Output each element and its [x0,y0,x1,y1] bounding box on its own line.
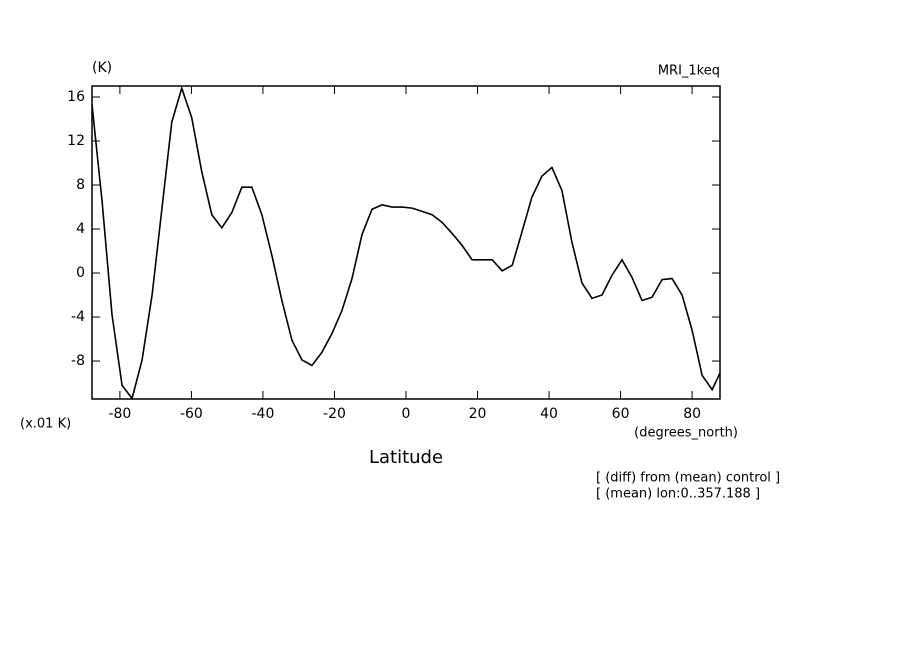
x-tick-label: 0 [402,406,411,422]
x-tick-label: 20 [469,406,487,422]
y-tick-label: 8 [76,177,85,193]
plot-frame [91,85,721,400]
x-tick-label: -40 [252,406,275,422]
x-unit-label: (degrees_north) [634,426,738,441]
x-tick-label: 80 [683,406,701,422]
y-tick-label: -8 [71,353,85,369]
x-axis-title: Latitude [369,447,443,468]
y-scale-label: (x.01 K) [20,417,71,432]
x-tick-label: 60 [612,406,630,422]
data-line [91,85,721,401]
y-tick-label: 0 [76,265,85,281]
y-tick-label: -4 [71,309,85,325]
y-tick-label: 4 [76,221,85,237]
y-tick-label: 16 [67,89,85,105]
x-tick-label: -60 [180,406,203,422]
annotation: [ (mean) lon:0..357.188 ] [596,487,760,502]
annotation: [ (diff) from (mean) control ] [596,471,780,486]
chart-title: MRI_1keq [658,64,720,79]
x-tick-label: -80 [108,406,131,422]
y-tick-label: 12 [67,133,85,149]
x-tick-label: -20 [323,406,346,422]
x-tick-label: 40 [540,406,558,422]
y-unit-label: (K) [92,60,112,76]
